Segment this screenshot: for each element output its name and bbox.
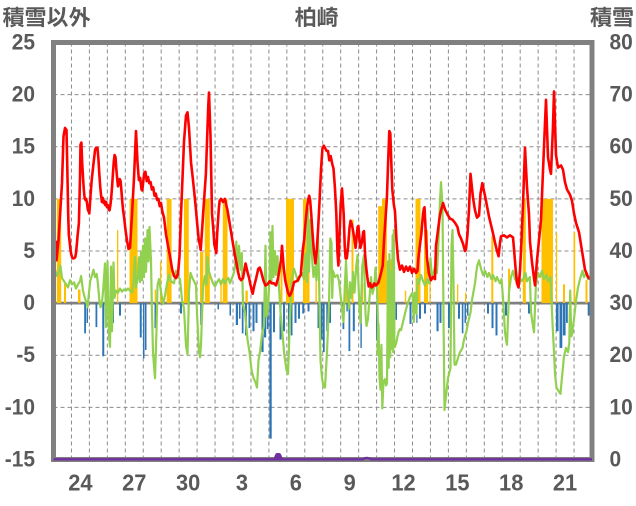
svg-text:20: 20 xyxy=(12,81,35,107)
svg-text:60: 60 xyxy=(610,133,633,159)
svg-text:70: 70 xyxy=(610,81,633,107)
svg-text:15: 15 xyxy=(12,133,35,159)
svg-text:10: 10 xyxy=(12,185,35,211)
svg-text:40: 40 xyxy=(610,237,633,263)
svg-text:9: 9 xyxy=(344,469,356,496)
svg-text:18: 18 xyxy=(499,469,523,496)
svg-text:50: 50 xyxy=(610,185,633,211)
svg-text:21: 21 xyxy=(553,469,577,496)
svg-text:12: 12 xyxy=(391,469,415,496)
svg-text:-15: -15 xyxy=(5,446,35,472)
svg-text:15: 15 xyxy=(445,469,469,496)
svg-text:20: 20 xyxy=(610,341,633,367)
svg-text:27: 27 xyxy=(122,469,146,496)
svg-text:80: 80 xyxy=(610,29,633,55)
svg-text:30: 30 xyxy=(610,289,633,315)
svg-text:3: 3 xyxy=(236,469,248,496)
svg-text:-5: -5 xyxy=(16,341,35,367)
svg-text:24: 24 xyxy=(68,469,93,496)
svg-text:30: 30 xyxy=(176,469,200,496)
svg-text:-10: -10 xyxy=(5,394,35,420)
svg-text:5: 5 xyxy=(23,237,35,263)
svg-text:0: 0 xyxy=(23,289,35,315)
svg-text:6: 6 xyxy=(290,469,302,496)
svg-text:25: 25 xyxy=(12,29,35,55)
svg-text:0: 0 xyxy=(610,446,622,472)
svg-text:10: 10 xyxy=(610,394,633,420)
